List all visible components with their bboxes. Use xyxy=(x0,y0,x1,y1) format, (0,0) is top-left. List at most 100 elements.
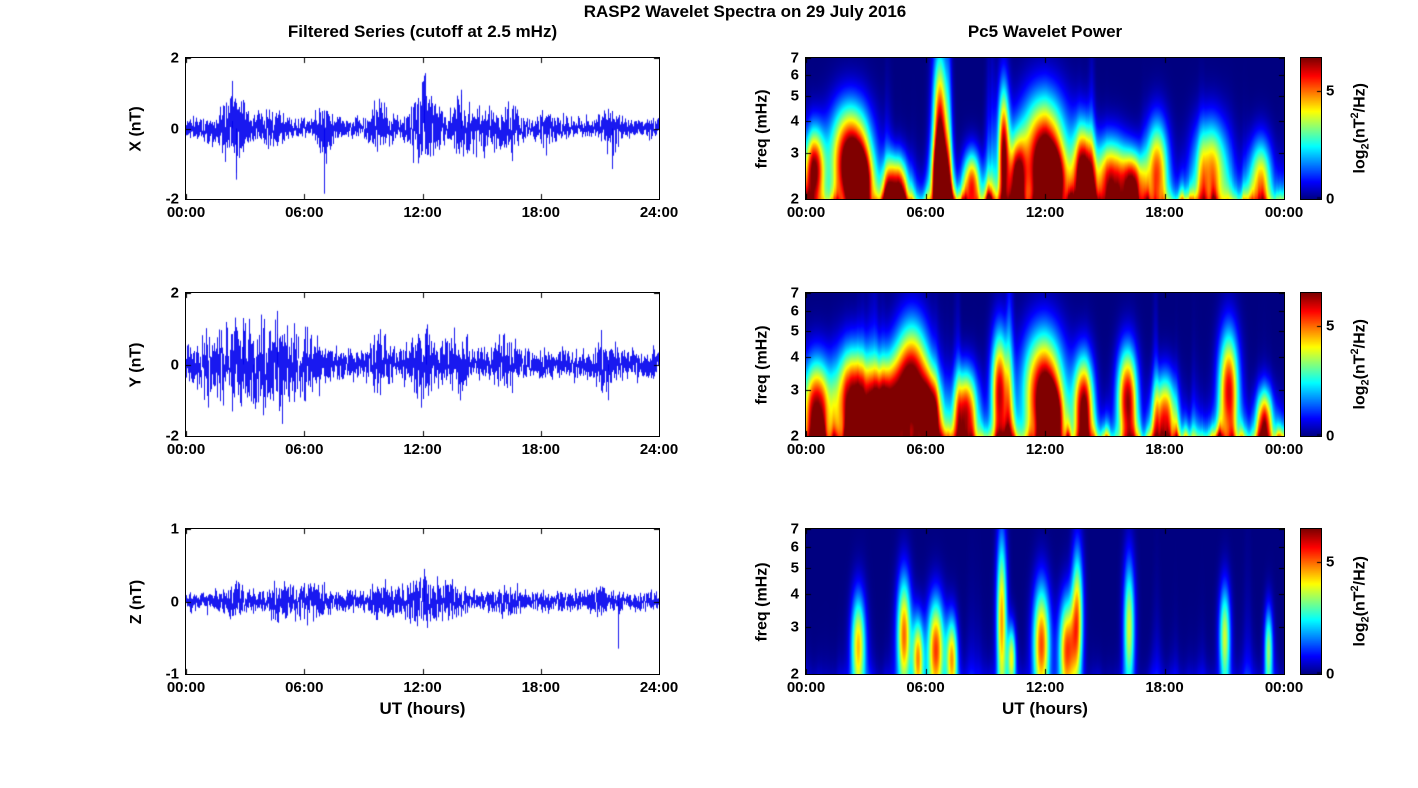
x-tick-label: 18:00 xyxy=(1145,679,1184,696)
wavelet-y-spectrogram-canvas xyxy=(806,293,1284,436)
y-tick-label: 1 xyxy=(170,520,179,538)
x-tick-label: 06:00 xyxy=(285,441,324,458)
colorbar-x-gradient xyxy=(1301,58,1321,199)
colorbar-x-label: log2(nT2/Hz) xyxy=(1349,58,1372,199)
left-xaxis-label: UT (hours) xyxy=(379,699,466,718)
x-tick-label: 12:00 xyxy=(1025,679,1065,696)
colorbar-tick-label: 5 xyxy=(1326,553,1335,571)
y-tick-label: 6 xyxy=(790,302,799,320)
figure-title: RASP2 Wavelet Spectra on 29 July 2016 xyxy=(583,2,907,21)
y-tick-label: 7 xyxy=(790,284,799,302)
x-tick-label: 18:00 xyxy=(521,441,560,458)
y-tick-label: 2 xyxy=(790,427,799,445)
wavelet-x-spectrogram-canvas xyxy=(806,58,1284,199)
y-tick-label: -1 xyxy=(165,665,179,683)
x-tick-label: 06:00 xyxy=(285,204,324,221)
panel-filtered-y: Y (nT) 00:00 06:00 12:00 18:00 24:00 2 0 -2 xyxy=(128,285,678,459)
wavelet-y-ylabel-text: freq (mHz) xyxy=(754,324,772,405)
colorbar-z-label-text: log2(nT2/Hz) xyxy=(1348,556,1372,647)
colorbar-y: log2(nT2/Hz) 0 5 xyxy=(1300,292,1371,445)
colorbar-y-label-text: log2(nT2/Hz) xyxy=(1348,319,1372,410)
y-tick-label: 0 xyxy=(170,356,179,373)
x-tick-label: 06:00 xyxy=(906,204,945,221)
colorbar-z-gradient xyxy=(1301,529,1321,674)
y-tick-label: 3 xyxy=(790,618,799,636)
x-tick-label: 00:00 xyxy=(786,204,826,221)
y-tick-label: 4 xyxy=(790,585,799,603)
x-tick-label: 12:00 xyxy=(403,679,442,696)
x-tick-label: 06:00 xyxy=(906,441,945,458)
colorbar-z-label: log2(nT2/Hz) xyxy=(1348,529,1372,674)
filtered-z-ylabel: Z (nT) xyxy=(126,529,148,674)
y-tick-label: 3 xyxy=(790,144,799,162)
x-tick-label: 00:00 xyxy=(1264,204,1304,221)
x-tick-label: 00:00 xyxy=(1264,679,1304,696)
y-tick-label: 0 xyxy=(170,593,179,610)
y-tick-label: 7 xyxy=(790,520,799,538)
x-tick-label: 06:00 xyxy=(285,679,324,696)
y-tick-label: 2 xyxy=(790,190,799,208)
wavelet-x-ylabel-text: freq (mHz) xyxy=(754,88,772,169)
x-tick-label: 00:00 xyxy=(786,441,826,458)
panel-filtered-z: Z (nT) 00:00 06:00 12:00 18:00 24:00 1 0 -1 xyxy=(128,521,678,697)
x-tick-label: 00:00 xyxy=(166,204,206,221)
x-tick-label: 00:00 xyxy=(166,679,206,696)
colorbar-y-gradient xyxy=(1301,293,1321,436)
right-xaxis-label: UT (hours) xyxy=(1002,699,1088,718)
colorbar-tick-label: 5 xyxy=(1326,82,1335,100)
x-tick-label: 12:00 xyxy=(1025,441,1065,458)
wavelet-z-ylabel: freq (mHz) xyxy=(752,529,774,674)
x-tick-label: 18:00 xyxy=(1145,204,1184,221)
x-tick-label: 00:00 xyxy=(786,679,826,696)
x-tick-label: 00:00 xyxy=(166,441,206,458)
y-tick-label: 0 xyxy=(170,120,179,137)
x-tick-label: 18:00 xyxy=(521,679,560,696)
filtered-y-ylabel: Y (nT) xyxy=(126,293,148,436)
left-column-title: Filtered Series (cutoff at 2.5 mHz) xyxy=(287,22,558,41)
y-tick-label: 6 xyxy=(790,538,799,556)
x-tick-label: 12:00 xyxy=(403,441,442,458)
colorbar-tick-label: 0 xyxy=(1326,665,1335,683)
y-tick-label: 3 xyxy=(790,381,799,399)
filtered-z-plot-canvas xyxy=(186,529,659,674)
colorbar-tick-label: 5 xyxy=(1326,317,1335,335)
y-tick-label: 7 xyxy=(790,49,799,67)
filtered-x-ylabel-text: X (nT) xyxy=(128,105,146,152)
y-tick-label: -2 xyxy=(165,190,179,208)
x-tick-label: 00:00 xyxy=(1264,441,1304,458)
y-tick-label: 5 xyxy=(790,322,799,340)
x-tick-label: 12:00 xyxy=(403,204,442,221)
filtered-x-plot-canvas xyxy=(186,58,659,199)
filtered-x-ylabel: X (nT) xyxy=(126,58,148,199)
colorbar-z: log2(nT2/Hz) 0 5 xyxy=(1300,528,1371,683)
wavelet-y-ylabel: freq (mHz) xyxy=(752,293,774,436)
wavelet-x-ylabel: freq (mHz) xyxy=(752,58,774,199)
colorbar-tick-label: 0 xyxy=(1326,427,1335,445)
panel-wavelet-y: freq (mHz) 00:00 06:00 12:00 18:00 00:00 7 6 5 4… xyxy=(754,285,1303,459)
y-tick-label: -2 xyxy=(165,427,179,445)
filtered-z-ylabel-text: Z (nT) xyxy=(128,579,146,624)
panel-wavelet-x: freq (mHz) 00:00 06:00 12:00 18:00 00:00 7 6 5 4… xyxy=(754,50,1303,222)
x-tick-label: 24:00 xyxy=(639,204,679,221)
x-tick-label: 12:00 xyxy=(1025,204,1065,221)
panel-filtered-x: X (nT) 00:00 06:00 12:00 18:00 24:00 2 0 -2 xyxy=(128,50,678,222)
x-tick-label: 24:00 xyxy=(639,679,679,696)
colorbar-y-label: log2(nT2/Hz) xyxy=(1348,293,1372,436)
panel-wavelet-z: freq (mHz) 00:00 06:00 12:00 18:00 00:00 7 6 5 4… xyxy=(754,521,1303,697)
x-tick-label: 18:00 xyxy=(521,204,560,221)
x-tick-label: 24:00 xyxy=(639,441,679,458)
y-tick-label: 5 xyxy=(790,87,799,105)
x-tick-label: 06:00 xyxy=(906,679,945,696)
y-tick-label: 4 xyxy=(790,348,799,366)
y-tick-label: 6 xyxy=(790,66,799,84)
filtered-y-plot-canvas xyxy=(186,293,659,436)
y-tick-label: 4 xyxy=(790,112,799,130)
wavelet-z-spectrogram-canvas xyxy=(806,529,1284,674)
wavelet-z-ylabel-text: freq (mHz) xyxy=(754,561,772,642)
colorbar-tick-label: 0 xyxy=(1326,190,1335,208)
y-tick-label: 5 xyxy=(790,559,799,577)
y-tick-label: 2 xyxy=(790,665,799,683)
colorbar-x: log2(nT2/Hz) 0 5 xyxy=(1300,57,1371,208)
x-tick-label: 18:00 xyxy=(1145,441,1184,458)
